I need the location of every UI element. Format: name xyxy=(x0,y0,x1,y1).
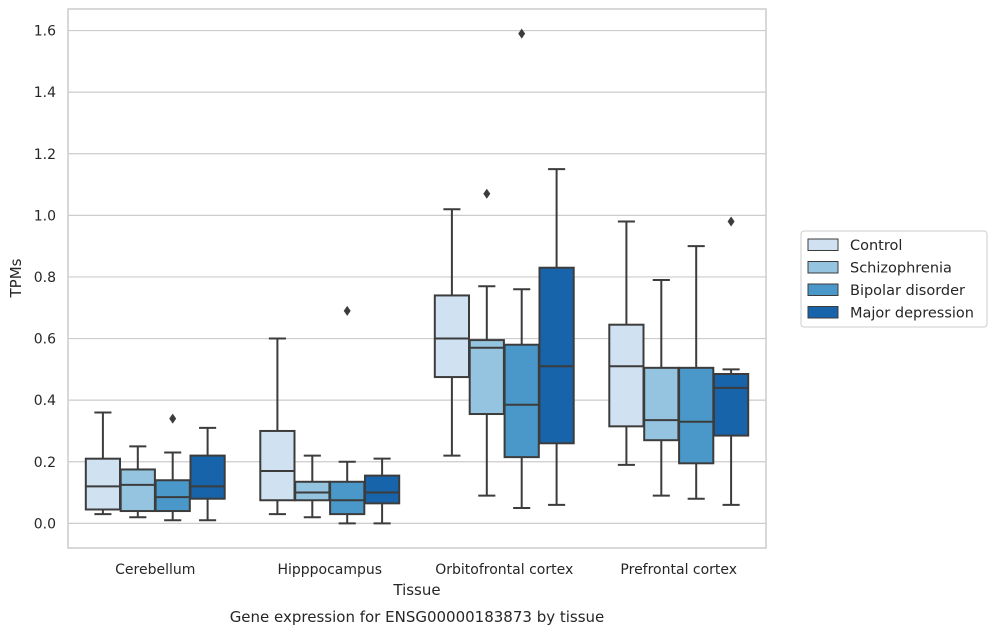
box-body xyxy=(503,343,540,459)
box-3-3 xyxy=(712,216,750,506)
box-0-3 xyxy=(189,426,226,522)
box-2-2 xyxy=(503,28,540,509)
y-tick-labels: 0.0 0.2 0.4 0.6 0.8 1.0 1.2 1.4 1.6 xyxy=(34,24,56,533)
y-tick-label: 1.2 xyxy=(34,147,56,163)
box-body xyxy=(294,480,331,502)
legend-label: Schizophrenia xyxy=(850,261,952,277)
y-tick-label: 0.4 xyxy=(34,393,56,409)
box-body xyxy=(468,339,505,416)
box-body xyxy=(712,372,750,437)
box-2-1 xyxy=(468,188,505,497)
legend-label: Major depression xyxy=(850,306,974,322)
box-1-3 xyxy=(363,457,401,525)
x-tick-label: Cerebellum xyxy=(115,562,195,578)
outlier-point xyxy=(518,28,526,39)
box-body xyxy=(608,323,645,428)
x-tick-label: Prefrontal cortex xyxy=(620,562,737,578)
legend-label: Control xyxy=(850,238,902,254)
box-body xyxy=(119,468,156,513)
box-body xyxy=(189,454,226,500)
x-tick-label: Orbitofrontal cortex xyxy=(435,562,573,578)
box-0-2 xyxy=(154,413,191,522)
box-2-3 xyxy=(538,168,575,506)
y-tick-label: 1.4 xyxy=(34,85,56,101)
box-1-2 xyxy=(329,305,366,525)
legend-swatch xyxy=(807,283,839,296)
box-body xyxy=(538,266,575,445)
box-body xyxy=(363,474,401,505)
outlier-point xyxy=(343,305,351,316)
box-0-0 xyxy=(84,411,122,516)
y-tick-label: 0.8 xyxy=(34,270,56,286)
chart-caption: Gene expression for ENSG00000183873 by t… xyxy=(230,608,605,626)
box-body xyxy=(433,294,471,379)
box-body xyxy=(84,457,122,511)
y-tick-label: 0.0 xyxy=(34,516,56,532)
legend: Control Schizophrenia Bipolar disorder Majo… xyxy=(800,230,988,328)
box-body xyxy=(259,429,296,502)
box-body xyxy=(643,366,680,442)
boxes xyxy=(84,28,750,525)
box-body xyxy=(329,480,366,516)
legend-swatch xyxy=(807,306,839,319)
y-tick-label: 0.2 xyxy=(34,455,56,471)
legend-label: Bipolar disorder xyxy=(850,283,965,299)
legend-swatch xyxy=(807,261,839,274)
x-tick-label: Hipppocampus xyxy=(277,562,382,578)
outlier-point xyxy=(483,188,491,199)
box-1-0 xyxy=(259,337,296,516)
y-axis-label: TPMs xyxy=(7,258,25,298)
box-body xyxy=(678,366,715,465)
y-tick-label: 0.6 xyxy=(34,332,56,348)
legend-frame xyxy=(800,230,988,328)
legend-swatch xyxy=(807,238,839,251)
gridlines xyxy=(68,29,766,524)
box-3-0 xyxy=(608,220,645,466)
box-3-2 xyxy=(678,245,715,500)
outlier-point xyxy=(727,216,735,227)
box-3-1 xyxy=(643,279,680,497)
box-2-0 xyxy=(433,208,471,457)
x-axis-label: Tissue xyxy=(392,581,440,599)
plot-area xyxy=(67,8,767,549)
y-tick-label: 1.6 xyxy=(34,24,56,40)
x-tick-labels: Cerebellum Hipppocampus Orbitofrontal cort… xyxy=(115,562,737,578)
y-tick-label: 1.0 xyxy=(34,208,56,224)
box-body xyxy=(154,479,191,513)
outlier-point xyxy=(169,413,177,424)
